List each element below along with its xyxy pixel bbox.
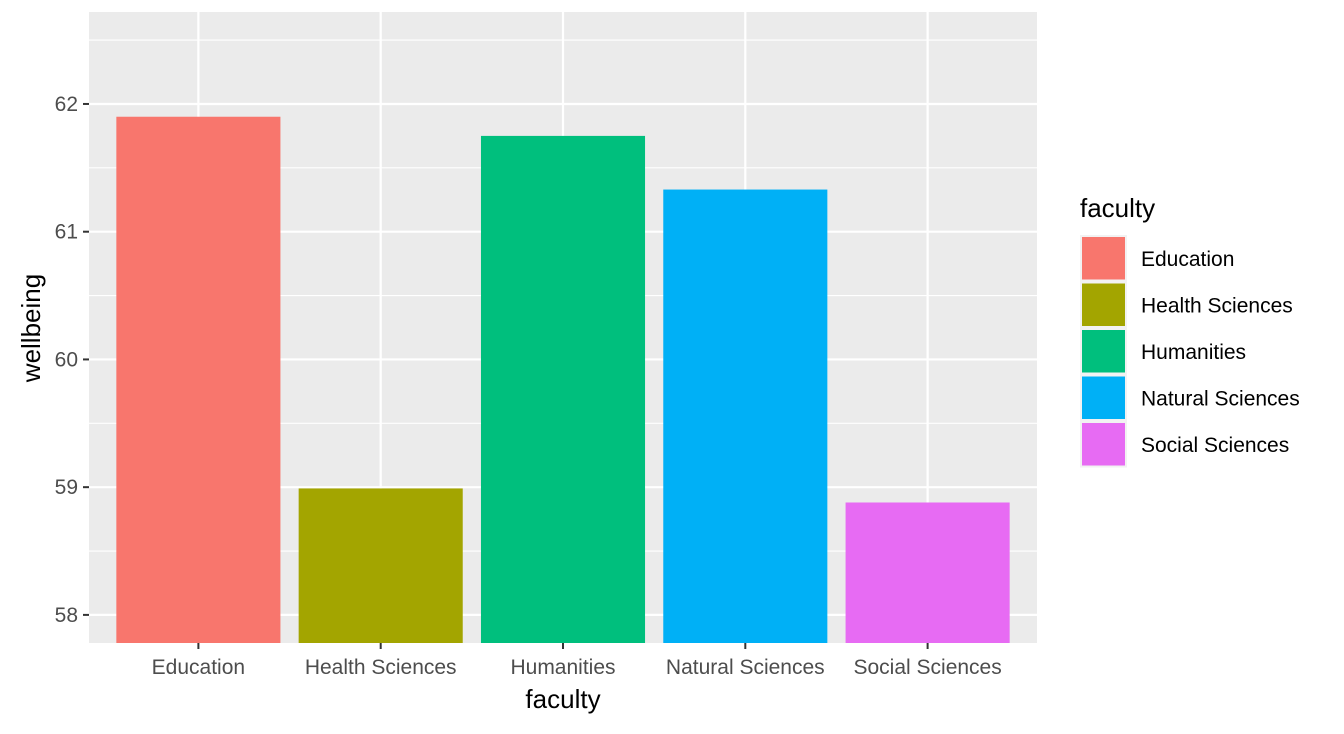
bar xyxy=(845,502,1010,643)
legend-label: Education xyxy=(1141,248,1234,271)
y-tick-label: 61 xyxy=(55,221,78,244)
legend-swatch xyxy=(1082,423,1125,466)
legend-swatch xyxy=(1082,237,1125,280)
legend-swatch xyxy=(1082,376,1125,419)
bars xyxy=(116,116,1010,643)
y-axis-title: wellbeing xyxy=(16,274,46,383)
legend-label: Health Sciences xyxy=(1141,295,1293,318)
bar xyxy=(116,116,281,643)
y-tick-label: 62 xyxy=(55,93,78,116)
legend-label: Social Sciences xyxy=(1141,434,1289,457)
legend-label: Humanities xyxy=(1141,341,1246,364)
x-tick-label: Health Sciences xyxy=(305,656,457,679)
x-tick-label: Humanities xyxy=(510,656,615,679)
legend-title: faculty xyxy=(1080,193,1155,223)
bar xyxy=(663,189,828,643)
legend: faculty Education Health Sciences Humaniti… xyxy=(1080,193,1300,468)
y-tick-label: 60 xyxy=(55,348,78,371)
legend-swatch xyxy=(1082,330,1125,373)
bar xyxy=(298,488,463,643)
legend-swatch xyxy=(1082,283,1125,326)
x-tick-label: Social Sciences xyxy=(853,656,1001,679)
x-tick-label: Natural Sciences xyxy=(666,656,825,679)
y-tick-label: 58 xyxy=(55,604,78,627)
axes: 58 59 60 61 62 Education Health Sciences Humani… xyxy=(55,93,1002,679)
legend-label: Natural Sciences xyxy=(1141,388,1300,411)
x-axis-title: faculty xyxy=(525,684,600,714)
y-tick-label: 59 xyxy=(55,476,78,499)
x-tick-label: Education xyxy=(152,656,245,679)
bar xyxy=(480,135,646,643)
